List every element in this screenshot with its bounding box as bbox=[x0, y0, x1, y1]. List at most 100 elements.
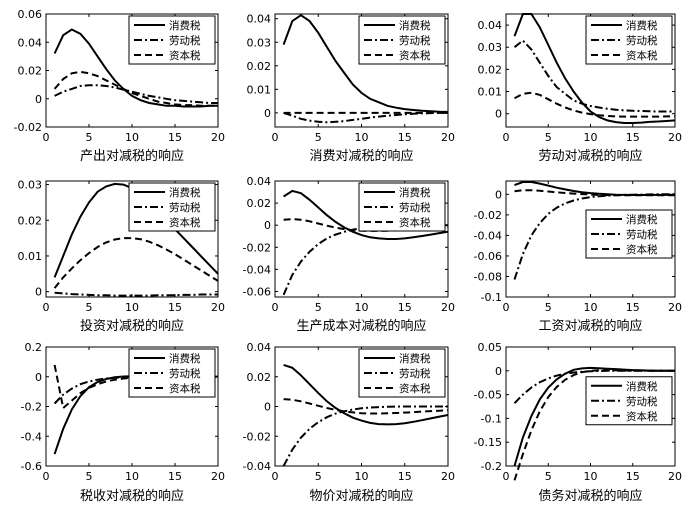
series-line-3 bbox=[513, 369, 675, 481]
x-tick-label: 20 bbox=[668, 131, 682, 144]
series-line-3 bbox=[53, 237, 219, 289]
x-tick-label: 5 bbox=[545, 470, 552, 483]
y-tick-label: 0.03 bbox=[478, 41, 503, 54]
y-tick-label: 0 bbox=[35, 371, 42, 384]
y-tick-label: 0 bbox=[264, 401, 271, 414]
y-tick-label: 0.03 bbox=[247, 36, 272, 49]
legend-label: 资本税 bbox=[399, 49, 431, 62]
x-tick-label: 10 bbox=[125, 301, 139, 314]
x-tick-label: 15 bbox=[168, 470, 182, 483]
y-tick-label: 0.02 bbox=[18, 214, 43, 227]
legend-label: 消费税 bbox=[626, 380, 658, 393]
y-tick-label: -0.04 bbox=[243, 263, 271, 276]
panel-title: 工资对减税的响应 bbox=[538, 318, 642, 334]
y-tick-label: 0.2 bbox=[25, 341, 43, 354]
y-tick-label: 0.04 bbox=[247, 175, 272, 188]
x-tick-label: 10 bbox=[355, 470, 369, 483]
x-tick-label: 10 bbox=[584, 470, 598, 483]
x-tick-label: 15 bbox=[398, 131, 412, 144]
y-tick-label: -0.1 bbox=[481, 291, 502, 304]
series-line-1 bbox=[53, 28, 218, 108]
series-line-2 bbox=[282, 405, 448, 467]
x-tick-label: 20 bbox=[211, 301, 225, 314]
x-tick-label: 15 bbox=[398, 470, 412, 483]
legend-label: 劳动税 bbox=[626, 228, 658, 241]
y-tick-label: 0.04 bbox=[18, 36, 43, 49]
y-tick-label: 0.04 bbox=[247, 13, 272, 26]
x-tick-label: 15 bbox=[168, 301, 182, 314]
legend-label: 资本税 bbox=[169, 49, 201, 62]
x-tick-label: 15 bbox=[168, 131, 182, 144]
legend-label: 资本税 bbox=[399, 382, 431, 395]
x-tick-label: 5 bbox=[86, 470, 93, 483]
chart-panel-7: 0 5 10 15 20 -0.6 -0.4 -0.2 0 0.2 消费税劳动税资本税税收对减税的响… bbox=[21, 341, 225, 504]
x-tick-label: 10 bbox=[584, 131, 598, 144]
panel-title: 产出对减税的响应 bbox=[80, 148, 184, 164]
panel-title: 投资对减税的响应 bbox=[80, 318, 184, 334]
legend-label: 消费税 bbox=[169, 352, 201, 365]
panel-title: 消费对减税的响应 bbox=[309, 148, 413, 164]
x-tick-label: 10 bbox=[355, 301, 369, 314]
legend-label: 消费税 bbox=[169, 186, 201, 199]
legend-label: 资本税 bbox=[169, 382, 201, 395]
x-tick-label: 20 bbox=[441, 301, 455, 314]
x-tick-label: 0 bbox=[503, 470, 510, 483]
series-line-2 bbox=[53, 375, 218, 405]
y-tick-label: -0.08 bbox=[474, 270, 502, 283]
series-line-1 bbox=[513, 13, 676, 124]
x-tick-label: 0 bbox=[43, 301, 50, 314]
legend-label: 劳动税 bbox=[169, 34, 201, 47]
y-tick-label: 0.01 bbox=[478, 86, 503, 99]
y-tick-label: 0.02 bbox=[478, 63, 503, 76]
legend-label: 劳动税 bbox=[626, 395, 658, 408]
x-tick-label: 0 bbox=[272, 131, 279, 144]
panel-title: 劳动对减税的响应 bbox=[538, 148, 642, 164]
y-tick-label: 0.03 bbox=[18, 179, 43, 192]
y-tick-label: 0 bbox=[264, 107, 271, 120]
y-tick-label: -0.02 bbox=[14, 121, 42, 134]
y-tick-label: -0.06 bbox=[474, 250, 502, 263]
x-tick-label: 15 bbox=[626, 470, 640, 483]
legend-label: 消费税 bbox=[169, 19, 201, 32]
y-tick-label: 0.05 bbox=[478, 341, 503, 354]
series-line-2 bbox=[283, 111, 448, 124]
y-tick-label: -0.02 bbox=[243, 241, 271, 254]
x-tick-label: 5 bbox=[315, 301, 322, 314]
series-line-3 bbox=[514, 189, 675, 197]
x-tick-label: 5 bbox=[315, 470, 322, 483]
legend-label: 消费税 bbox=[399, 19, 431, 32]
legend-label: 资本税 bbox=[169, 216, 201, 229]
x-tick-label: 15 bbox=[398, 301, 412, 314]
x-tick-label: 5 bbox=[545, 131, 552, 144]
x-tick-label: 20 bbox=[441, 470, 455, 483]
y-tick-label: -0.2 bbox=[481, 460, 502, 473]
x-tick-label: 15 bbox=[626, 301, 640, 314]
y-tick-label: 0.01 bbox=[247, 83, 272, 96]
series-line-1 bbox=[283, 189, 449, 240]
legend-label: 劳动税 bbox=[626, 34, 658, 47]
x-tick-label: 0 bbox=[272, 301, 279, 314]
x-tick-label: 5 bbox=[315, 131, 322, 144]
chart-panel-8: 0 5 10 15 20 -0.04 -0.02 0 0.02 0.04 消费税劳动税资本税物价对减… bbox=[243, 341, 455, 504]
chart-panel-9: 0 5 10 15 20 -0.2 -0.15 -0.1 -0.05 0 0.05 消费税劳动税资本税… bbox=[474, 341, 682, 504]
y-tick-label: -0.02 bbox=[243, 430, 271, 443]
x-tick-label: 0 bbox=[43, 131, 50, 144]
x-tick-label: 10 bbox=[125, 131, 139, 144]
x-tick-label: 10 bbox=[355, 131, 369, 144]
y-tick-label: -0.05 bbox=[474, 389, 502, 402]
chart-panel-5: 0 5 10 15 20 -0.06 -0.04 -0.02 0 0.02 0.04 消费税劳动税资本… bbox=[243, 175, 455, 334]
y-tick-label: 0 bbox=[495, 365, 502, 378]
y-tick-label: 0.02 bbox=[18, 65, 43, 78]
legend-label: 消费税 bbox=[399, 352, 431, 365]
y-tick-label: -0.6 bbox=[21, 460, 42, 473]
legend-label: 劳动税 bbox=[399, 34, 431, 47]
series-line-1 bbox=[514, 181, 676, 196]
y-tick-label: 0 bbox=[264, 219, 271, 232]
x-tick-label: 20 bbox=[441, 131, 455, 144]
chart-panel-1: 0 5 10 15 20-0.0200.020.040.06消费税劳动税资本税产出对减税… bbox=[14, 8, 225, 164]
x-tick-label: 20 bbox=[668, 470, 682, 483]
x-tick-label: 20 bbox=[211, 131, 225, 144]
y-tick-label: 0.02 bbox=[247, 371, 272, 384]
y-tick-label: 0.04 bbox=[478, 19, 503, 32]
